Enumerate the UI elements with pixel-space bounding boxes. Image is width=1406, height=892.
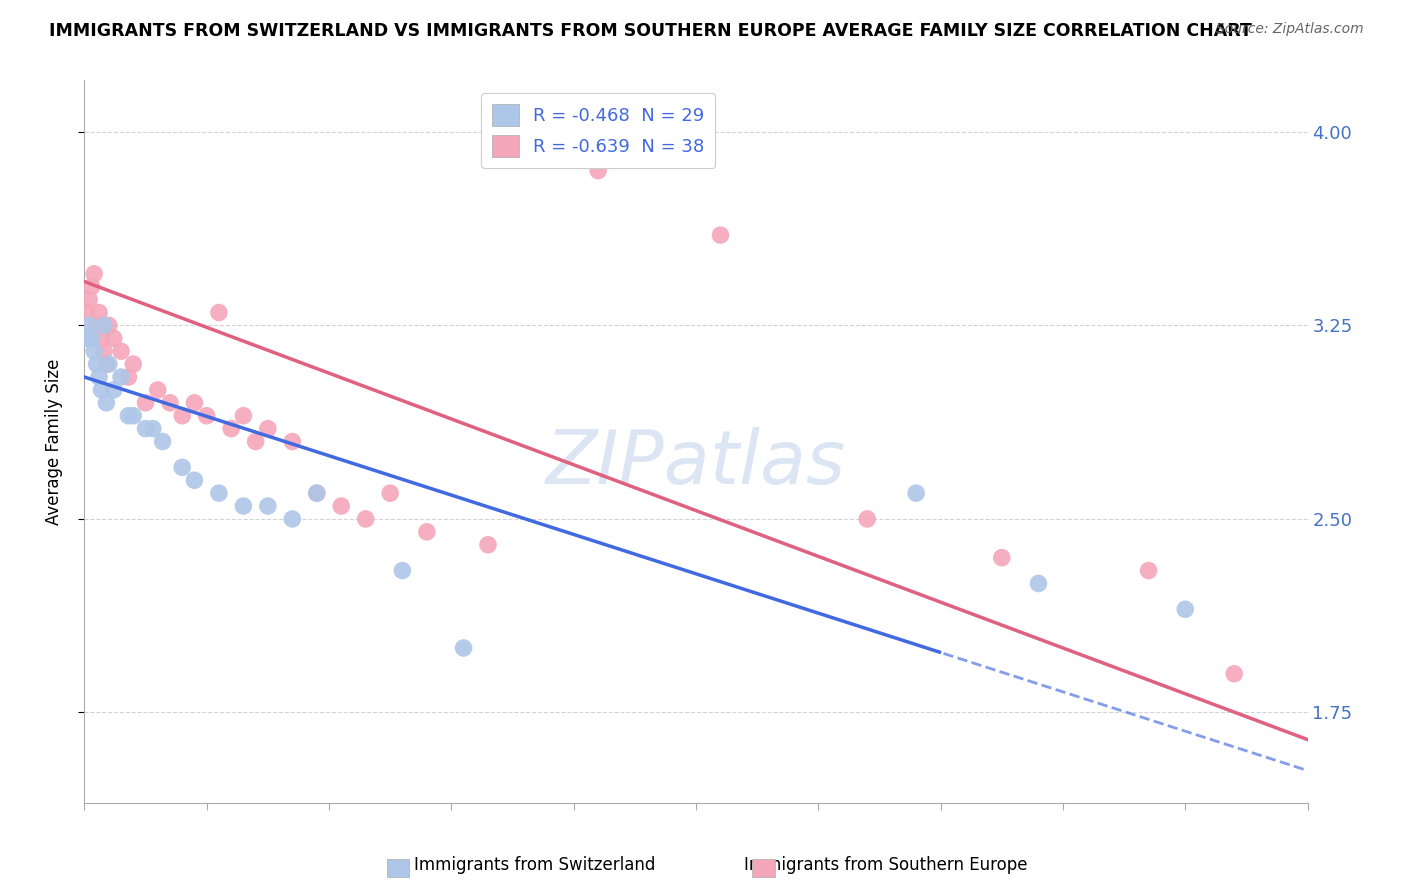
Point bbox=[1028, 576, 1050, 591]
Point bbox=[96, 396, 118, 410]
Point bbox=[110, 344, 132, 359]
Point bbox=[245, 434, 267, 449]
Point bbox=[117, 370, 139, 384]
Point bbox=[183, 396, 205, 410]
Point bbox=[97, 318, 120, 333]
Point bbox=[142, 422, 165, 436]
Point bbox=[330, 499, 353, 513]
Point bbox=[83, 344, 105, 359]
Point bbox=[232, 409, 254, 423]
Text: Immigrants from Switzerland: Immigrants from Switzerland bbox=[413, 855, 655, 873]
Point bbox=[83, 267, 105, 281]
Point bbox=[87, 370, 110, 384]
Point bbox=[305, 486, 328, 500]
Point bbox=[281, 512, 304, 526]
Point bbox=[172, 409, 194, 423]
Point bbox=[257, 499, 280, 513]
Point bbox=[281, 434, 304, 449]
Point bbox=[391, 564, 413, 578]
Point bbox=[172, 460, 194, 475]
Point bbox=[305, 486, 328, 500]
Point bbox=[122, 409, 145, 423]
Point bbox=[208, 305, 231, 319]
Point bbox=[257, 422, 280, 436]
Point bbox=[208, 486, 231, 500]
Point bbox=[232, 499, 254, 513]
Point bbox=[110, 370, 132, 384]
Point bbox=[1137, 564, 1160, 578]
Text: IMMIGRANTS FROM SWITZERLAND VS IMMIGRANTS FROM SOUTHERN EUROPE AVERAGE FAMILY SI: IMMIGRANTS FROM SWITZERLAND VS IMMIGRANT… bbox=[49, 22, 1253, 40]
Point bbox=[96, 357, 118, 371]
Point bbox=[80, 331, 103, 345]
Point bbox=[103, 383, 125, 397]
Point bbox=[77, 318, 100, 333]
Text: ZIPatlas: ZIPatlas bbox=[546, 427, 846, 500]
Legend: R = -0.468  N = 29, R = -0.639  N = 38: R = -0.468 N = 29, R = -0.639 N = 38 bbox=[481, 93, 716, 168]
Point bbox=[146, 383, 169, 397]
Point bbox=[117, 409, 139, 423]
Point bbox=[183, 473, 205, 487]
Point bbox=[90, 331, 112, 345]
Y-axis label: Average Family Size: Average Family Size bbox=[45, 359, 63, 524]
Point bbox=[380, 486, 402, 500]
Point bbox=[219, 422, 242, 436]
Point bbox=[152, 434, 174, 449]
Point bbox=[77, 293, 100, 307]
Point bbox=[856, 512, 879, 526]
Point bbox=[159, 396, 181, 410]
Point bbox=[135, 422, 157, 436]
Point bbox=[122, 357, 145, 371]
Point bbox=[93, 318, 115, 333]
Point bbox=[135, 396, 157, 410]
Point bbox=[86, 357, 108, 371]
Point bbox=[97, 357, 120, 371]
Point bbox=[90, 383, 112, 397]
Point bbox=[477, 538, 499, 552]
Point bbox=[76, 305, 98, 319]
Point bbox=[80, 279, 103, 293]
Point bbox=[586, 163, 609, 178]
Point bbox=[195, 409, 218, 423]
Point bbox=[905, 486, 928, 500]
Text: Source: ZipAtlas.com: Source: ZipAtlas.com bbox=[1216, 22, 1364, 37]
Point bbox=[86, 318, 108, 333]
Point bbox=[93, 344, 115, 359]
Point bbox=[76, 331, 98, 345]
Point bbox=[354, 512, 377, 526]
Point bbox=[87, 305, 110, 319]
Point bbox=[416, 524, 439, 539]
Point bbox=[709, 228, 731, 243]
Point bbox=[1223, 666, 1246, 681]
Point bbox=[103, 331, 125, 345]
Point bbox=[991, 550, 1014, 565]
Text: Immigrants from Southern Europe: Immigrants from Southern Europe bbox=[744, 855, 1028, 873]
Point bbox=[1174, 602, 1197, 616]
Point bbox=[453, 640, 475, 655]
